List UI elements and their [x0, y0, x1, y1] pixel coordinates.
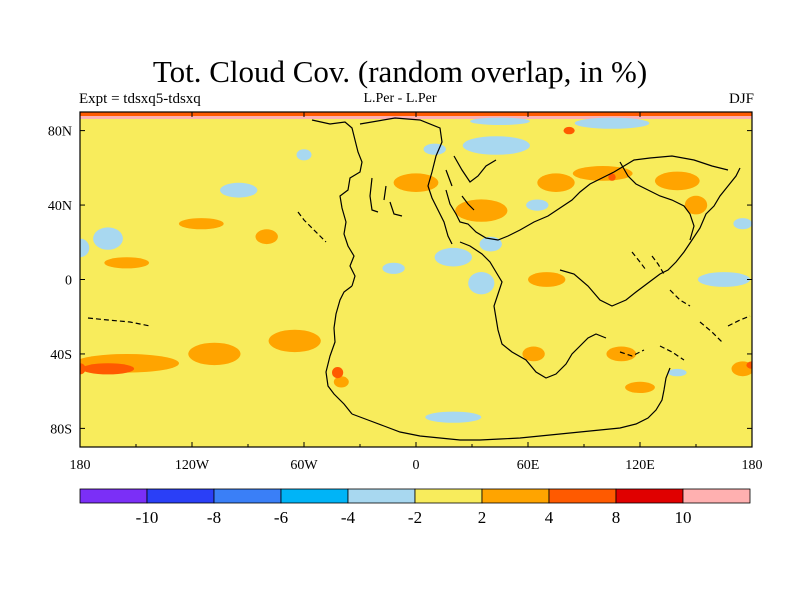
x-tick-label: 0 — [413, 458, 420, 473]
contour-region — [255, 229, 278, 245]
contour-region — [393, 173, 439, 192]
coastline-greenland — [359, 117, 453, 245]
longitude-axis: 180 120W 60W 0 60E 120E 180 — [70, 112, 763, 473]
colorbar-bin — [682, 488, 751, 504]
colorbar-bin — [213, 488, 282, 504]
contour-region — [434, 247, 472, 267]
contour-region — [574, 117, 650, 129]
contour-region — [528, 272, 566, 287]
contour-regions — [80, 112, 752, 423]
contour-region — [654, 171, 700, 191]
colorbar-bin — [79, 488, 148, 504]
contour-region — [188, 342, 241, 366]
colorbar-label: 10 — [675, 508, 692, 527]
contour-region — [684, 195, 708, 215]
colorbar-label: -8 — [207, 508, 221, 527]
contour-region — [606, 346, 637, 362]
contour-region — [220, 182, 258, 198]
contour-region — [537, 173, 575, 192]
coastline-india-asia — [559, 167, 741, 307]
colorbar-bin — [280, 488, 349, 504]
contour-region — [462, 136, 530, 155]
colorbar-label: 8 — [612, 508, 621, 527]
contour-region — [81, 363, 135, 375]
contour-region — [470, 117, 530, 126]
contour-region — [733, 218, 752, 230]
x-tick-label: 180 — [70, 458, 91, 473]
colorbar-bin — [146, 488, 215, 504]
contour-region — [425, 411, 482, 423]
north-edge-strip-pink — [80, 116, 752, 119]
coastline-scandinavia — [445, 155, 497, 211]
contour-region — [80, 238, 90, 258]
contour-region — [468, 272, 495, 295]
contour-region — [104, 257, 150, 269]
map-plot-area — [79, 111, 753, 448]
colorbar-bin — [615, 488, 684, 504]
colorbar-label: 2 — [478, 508, 487, 527]
contour-region — [697, 272, 751, 287]
contour-region — [268, 329, 321, 353]
contour-region — [526, 199, 549, 211]
plot-background — [80, 112, 752, 447]
coastlines — [87, 117, 751, 441]
colorbar-label: -2 — [408, 508, 422, 527]
y-tick-label: 80S — [50, 422, 72, 437]
x-tick-label: 120E — [625, 458, 655, 473]
contour-region — [333, 376, 349, 388]
contour-region — [93, 227, 123, 250]
colorbar-bin — [548, 488, 617, 504]
colorbar-label: -4 — [341, 508, 356, 527]
coastline-arctic-islands — [369, 177, 403, 217]
coastline-islands — [87, 211, 751, 361]
contour-region — [423, 143, 446, 155]
contour-region — [382, 262, 405, 274]
coastline-europe — [445, 155, 729, 241]
contour-region — [522, 346, 545, 362]
contour-region — [178, 218, 224, 230]
contour-region — [608, 173, 616, 181]
x-tick-label: 60E — [517, 458, 540, 473]
colorbar-label: -10 — [136, 508, 159, 527]
coastline-south-america — [325, 285, 353, 415]
y-tick-label: 40N — [48, 199, 72, 214]
contour-region — [455, 199, 508, 222]
colorbar-bin — [414, 488, 483, 504]
contour-region — [668, 368, 687, 377]
colorbar-label: 4 — [545, 508, 554, 527]
plot-title: Tot. Cloud Cov. (random overlap, in %) — [152, 54, 648, 89]
contour-region — [296, 149, 312, 161]
experiment-label: Expt = tdsxq5-tdsxq — [79, 91, 201, 107]
y-tick-label: 0 — [65, 274, 72, 289]
season-label: DJF — [728, 91, 754, 107]
x-tick-label: 60W — [290, 458, 318, 473]
coastline-antarctica — [351, 367, 671, 441]
colorbar-bin — [347, 488, 416, 504]
colorbar: -10 -8 -6 -4 -2 2 4 8 10 — [79, 488, 751, 527]
contour-region — [625, 381, 655, 393]
contour-region — [746, 361, 752, 369]
contour-region — [479, 236, 502, 252]
y-tick-label: 40S — [50, 348, 72, 363]
coastline-africa — [459, 241, 607, 379]
comparison-label: L.Per - L.Per — [363, 91, 437, 106]
colorbar-label: -6 — [274, 508, 288, 527]
colorbar-bin — [481, 488, 550, 504]
latitude-axis: 80N 40N 0 40S 80S — [48, 125, 752, 437]
x-tick-label: 120W — [175, 458, 210, 473]
y-tick-label: 80N — [48, 125, 72, 140]
coastline-north-america — [311, 119, 363, 287]
coastline-asia-east — [619, 161, 695, 241]
x-tick-label: 180 — [742, 458, 763, 473]
contour-region — [563, 126, 575, 135]
contour-region — [80, 363, 86, 375]
contour-region — [332, 367, 344, 379]
